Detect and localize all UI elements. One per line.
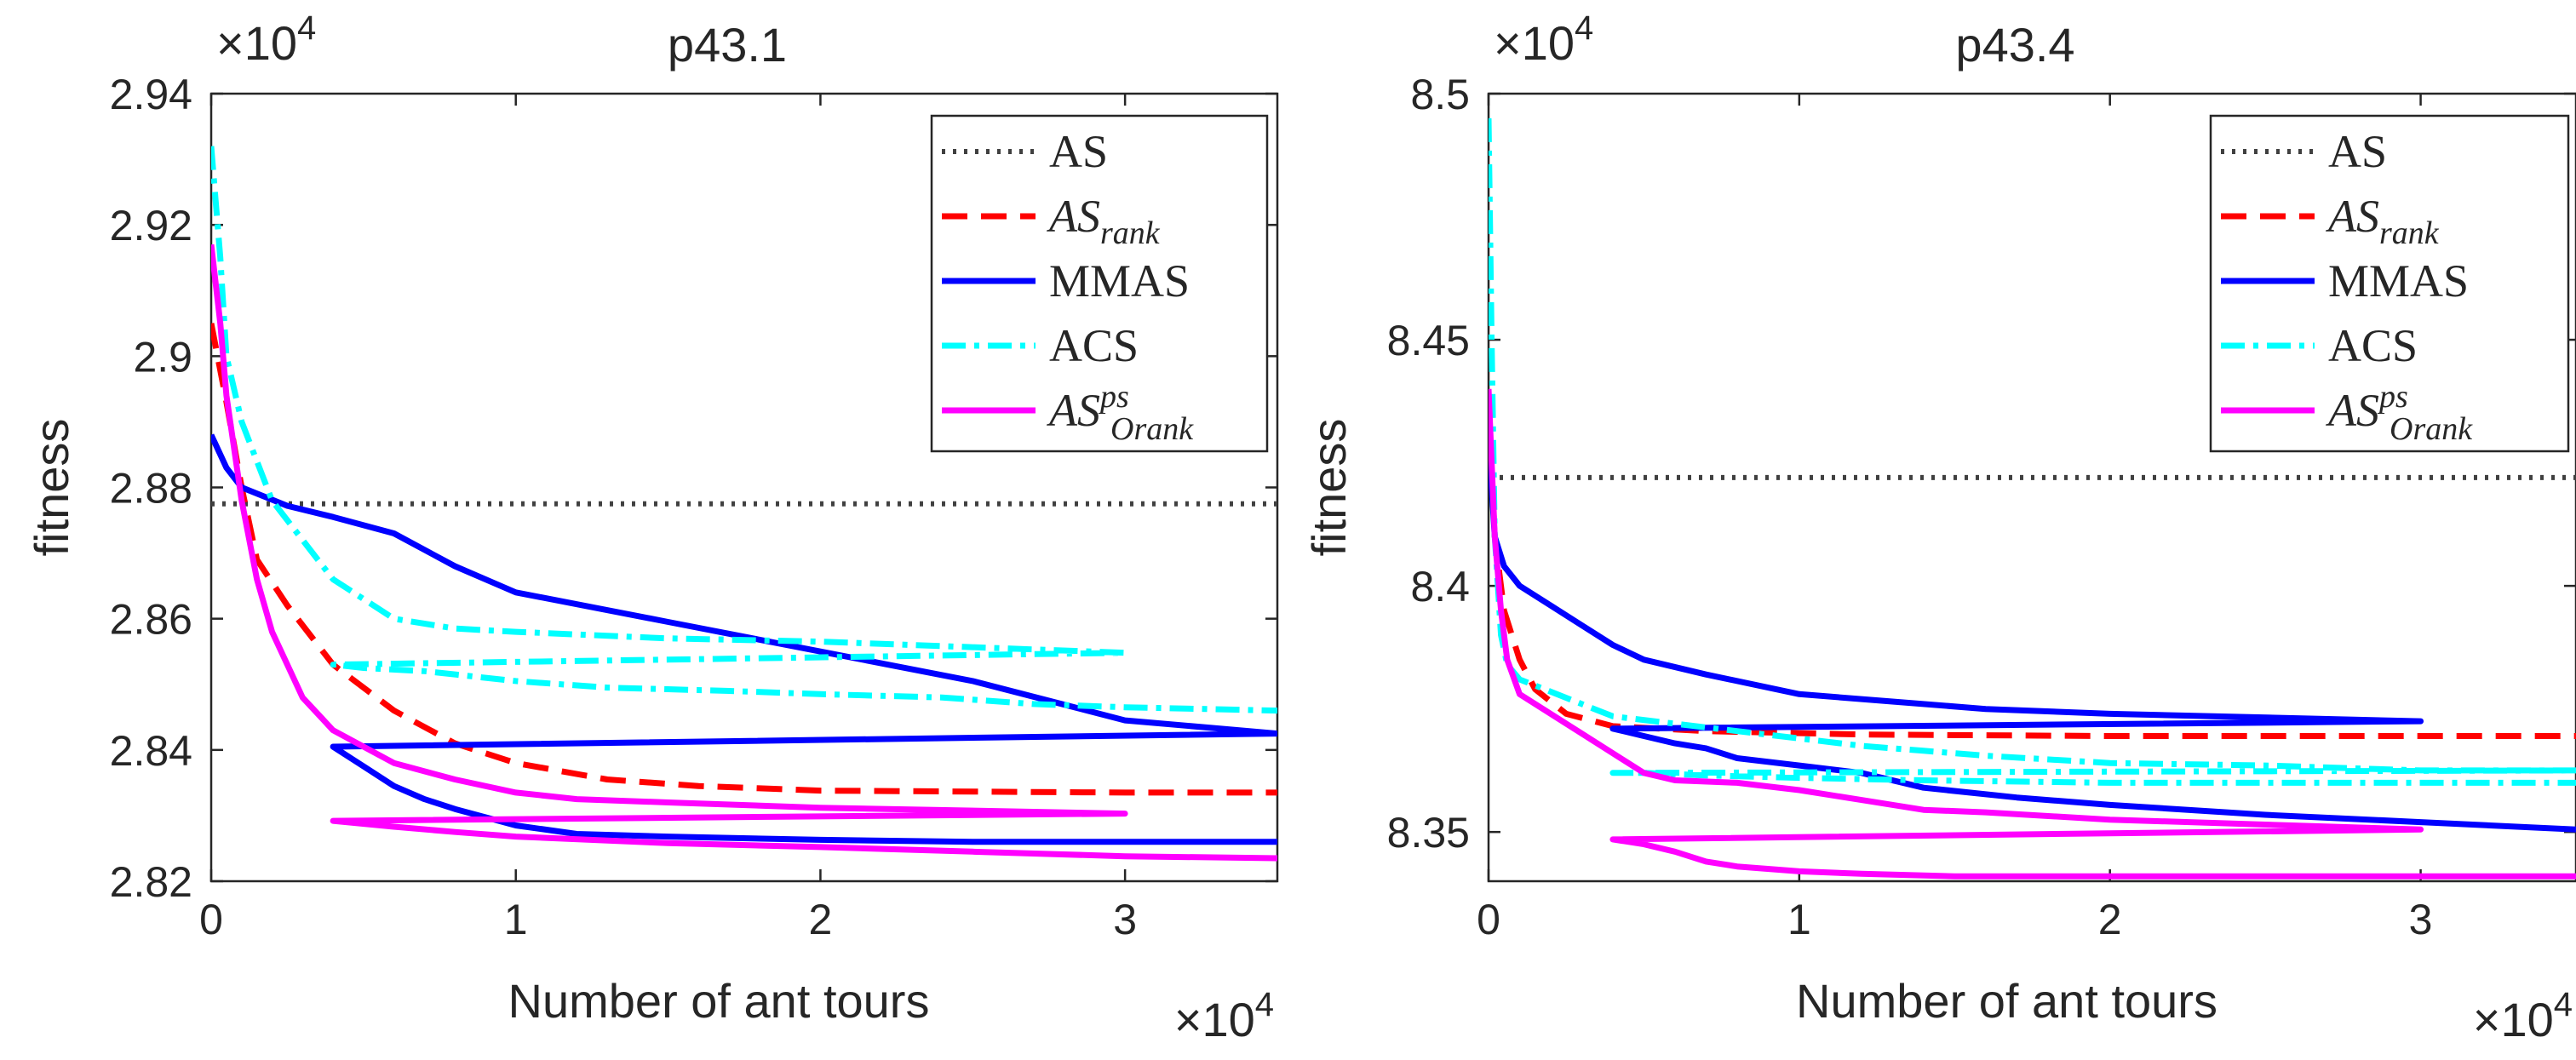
x-tick-label: 0 [1477, 896, 1500, 943]
chart-p43-4: 0 1 2 3 8.35 8.4 8.45 8.5 ×104 ×104 p43.4 Number of… [1302, 9, 2576, 1046]
y-axis-label: fitness [1302, 419, 1356, 557]
y-exponent-label: ×104 [1494, 9, 1593, 70]
series-line-acs [211, 146, 1277, 714]
y-tick-label: 2.86 [110, 596, 192, 644]
legend-entry: ASps [1047, 379, 1129, 436]
legend-entry: AS [2328, 126, 2387, 177]
series-line-acs [1489, 117, 2576, 786]
x-tick-label: 2 [809, 896, 833, 943]
x-tick-label: 3 [1113, 896, 1137, 943]
legend-entry: ASrank [1047, 191, 1161, 251]
y-tick-label: 8.5 [1410, 71, 1470, 118]
legend-entry-subscript: Orank [2390, 411, 2473, 447]
x-axis-label: Number of ant tours [508, 974, 930, 1028]
x-tick-label: 1 [504, 896, 528, 943]
legend-entry: MMAS [1049, 255, 1190, 307]
chart-title: p43.1 [668, 18, 787, 72]
y-tick-label: 8.45 [1387, 317, 1470, 364]
y-tick-label: 2.9 [133, 333, 192, 381]
y-tick-label: 2.84 [110, 727, 192, 775]
legend-entry: AS [1049, 126, 1108, 177]
x-tick-label: 3 [2409, 896, 2433, 943]
legend-entry: ACS [2328, 320, 2418, 371]
series-line-as-orank-ps [211, 244, 1277, 862]
legend-entry: MMAS [2328, 255, 2469, 307]
axes-box [1487, 92, 2576, 883]
y-tick-label: 2.88 [110, 465, 192, 513]
legend-entry: ASrank [2326, 191, 2440, 251]
y-tick-label: 2.92 [110, 202, 192, 249]
x-tick-label: 2 [2098, 896, 2122, 943]
series-line-mmas [1489, 438, 2576, 833]
x-tick-label: 0 [199, 896, 223, 943]
y-tick-label: 2.82 [110, 858, 192, 906]
y-exponent-label: ×104 [216, 9, 316, 70]
x-exponent-label: ×104 [1174, 986, 1274, 1046]
y-tick-label: 8.35 [1387, 809, 1470, 857]
x-exponent-label: ×104 [2473, 986, 2573, 1046]
legend-entry-subscript: Orank [1110, 411, 1194, 447]
x-axis-label: Number of ant tours [1796, 974, 2217, 1028]
chart-p43-1: 0 1 2 3 2.82 2.84 2.86 2.88 2.9 2.92 2.94 ×104 ×104 p… [25, 9, 1279, 1046]
y-tick-label: 8.4 [1410, 563, 1470, 610]
chart-title: p43.4 [1955, 18, 2074, 72]
legend-entry: ASps [2326, 379, 2408, 436]
series-line-mmas [211, 433, 1277, 845]
y-axis-label: fitness [25, 419, 78, 557]
y-tick-label: 2.94 [110, 71, 192, 118]
legend-entry: ACS [1049, 320, 1139, 371]
x-tick-label: 1 [1787, 896, 1811, 943]
series-line-as-orank-ps [1489, 388, 2576, 880]
